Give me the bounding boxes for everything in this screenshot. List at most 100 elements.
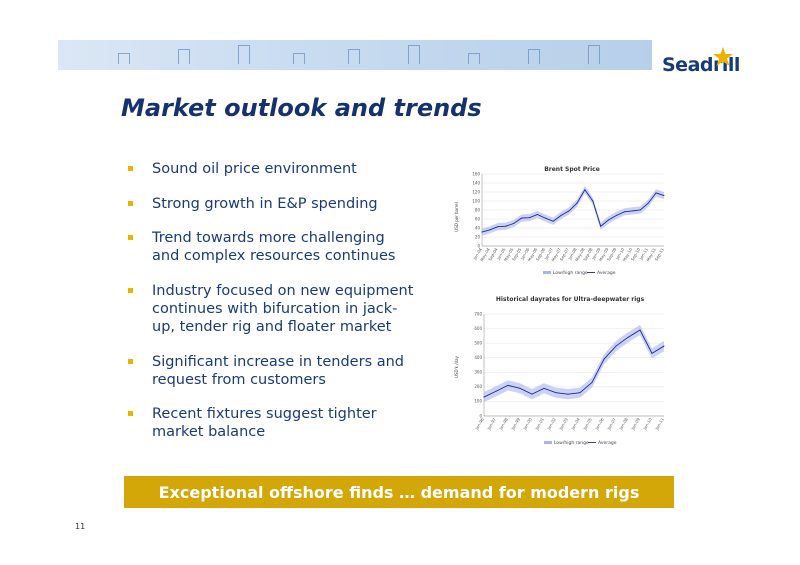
data-point	[552, 220, 554, 222]
legend-label: Average	[598, 440, 617, 446]
bullet-item: Trend towards more challenging and compl…	[128, 229, 402, 265]
x-tick-label: Sep-05	[511, 247, 523, 262]
data-point	[627, 336, 629, 338]
banner-rig-icon	[528, 49, 540, 64]
data-point	[608, 219, 610, 221]
dayrates-chart: Historical dayrates for Ultra-deepwater …	[454, 296, 665, 446]
range-band	[484, 324, 664, 403]
x-tick-label: May-07	[550, 247, 562, 263]
x-tick-label: May-10	[622, 247, 634, 263]
data-point	[544, 217, 546, 219]
bullet-text: Trend towards more challenging and compl…	[152, 230, 396, 264]
x-tick-label: Sep-11	[653, 247, 665, 262]
x-tick-label: Jan-03	[558, 417, 569, 432]
bullet-text: Sound oil price environment	[152, 161, 357, 177]
data-point	[568, 210, 570, 212]
y-tick-label: 60	[475, 216, 481, 221]
x-tick-label: Jan-04	[472, 247, 483, 262]
x-tick-label: Sep-09	[606, 247, 618, 262]
x-tick-label: Jan-00	[522, 417, 533, 432]
x-tick-label: Jan-01	[534, 417, 545, 432]
x-tick-label: Jan-08	[567, 247, 578, 262]
data-point	[639, 209, 641, 211]
data-point	[647, 202, 649, 204]
data-point	[663, 195, 665, 197]
x-tick-label: Jan-05	[582, 417, 593, 432]
y-tick-label: 20	[475, 234, 481, 239]
data-point	[579, 392, 581, 394]
data-point	[584, 189, 586, 191]
x-tick-label: Jan-02	[546, 417, 557, 432]
y-tick-label: 400	[474, 355, 482, 360]
bullet-text: Recent fixtures suggest tighter market b…	[152, 406, 377, 440]
banner-rig-icon	[118, 53, 130, 64]
data-point	[513, 223, 515, 224]
y-tick-label: 700	[474, 311, 482, 316]
data-point	[651, 352, 653, 354]
x-tick-label: May-06	[527, 247, 539, 263]
banner-rig-icon	[468, 53, 480, 64]
x-tick-label: Jan-09	[590, 247, 601, 262]
data-point	[616, 214, 618, 216]
y-tick-label: 80	[475, 207, 481, 212]
banner-rig-icon	[588, 45, 600, 64]
y-tick-label: 300	[474, 370, 482, 375]
bullet-item: Industry focused on new equipment contin…	[128, 282, 417, 336]
bullet-marker	[128, 411, 133, 416]
data-point	[555, 392, 557, 394]
y-axis-label: USD'k /day	[454, 355, 459, 378]
header-banner	[58, 40, 652, 70]
data-point	[536, 214, 538, 215]
series-line-average	[481, 188, 665, 233]
x-tick-label: Sep-04	[487, 247, 499, 262]
x-tick-label: Jan-06	[519, 247, 530, 262]
y-tick-label: 40	[475, 225, 481, 230]
banner-rig-icon	[238, 45, 250, 64]
page-number: 11	[75, 522, 86, 531]
x-tick-label: Jan-06	[594, 417, 605, 432]
x-tick-label: Sep-10	[630, 247, 642, 262]
x-tick-label: Jan-04	[570, 417, 581, 432]
x-tick-label: Jan-10	[642, 417, 653, 432]
data-point	[519, 387, 521, 389]
chart-title: Brent Spot Price	[544, 166, 600, 173]
star-icon	[713, 47, 733, 66]
y-tick-label: 160	[472, 171, 480, 176]
y-tick-label: 500	[474, 340, 482, 345]
x-tick-label: May-04	[479, 247, 491, 263]
data-point	[481, 231, 483, 233]
y-tick-label: 120	[472, 189, 480, 194]
banner-rig-icon	[178, 49, 190, 64]
bullet-list: Sound oil price environment Strong growt…	[128, 160, 428, 441]
x-tick-label: May-11	[645, 247, 657, 263]
x-tick-label: Jan-11	[654, 417, 665, 432]
data-point	[505, 225, 507, 227]
x-tick-label: May-08	[574, 247, 586, 263]
data-point	[567, 393, 569, 395]
x-tick-label: Sep-06	[535, 247, 547, 262]
bullet-text: Strong growth in E&P spending	[152, 196, 378, 212]
x-tick-label: Sep-07	[559, 247, 571, 262]
legend-label: Average	[597, 270, 616, 276]
data-point	[528, 217, 530, 219]
brent-price-chart: Brent Spot Price USD per barrel 0 20 40 60 8…	[454, 166, 665, 276]
data-point	[531, 393, 533, 395]
data-point	[603, 358, 605, 360]
bullet-item: Significant increase in tenders and requ…	[128, 353, 412, 389]
data-point	[495, 390, 497, 392]
legend-label: Low/high range	[553, 270, 588, 276]
data-point	[483, 396, 485, 398]
x-tick-label: Jan-09	[630, 417, 641, 432]
legend-swatch-range	[544, 441, 552, 444]
banner-rig-icon	[293, 53, 305, 64]
y-tick-label: 0	[479, 413, 482, 418]
bullet-item: Strong growth in E&P spending	[128, 195, 428, 213]
bullet-marker	[128, 201, 133, 206]
data-point	[623, 211, 625, 213]
x-tick-label: Jan-05	[495, 247, 506, 262]
x-tick-label: Sep-08	[582, 247, 594, 262]
data-point	[639, 329, 641, 331]
series-line-average	[483, 329, 665, 398]
x-tick-label: Jan-07	[543, 247, 554, 262]
data-point	[560, 214, 562, 216]
